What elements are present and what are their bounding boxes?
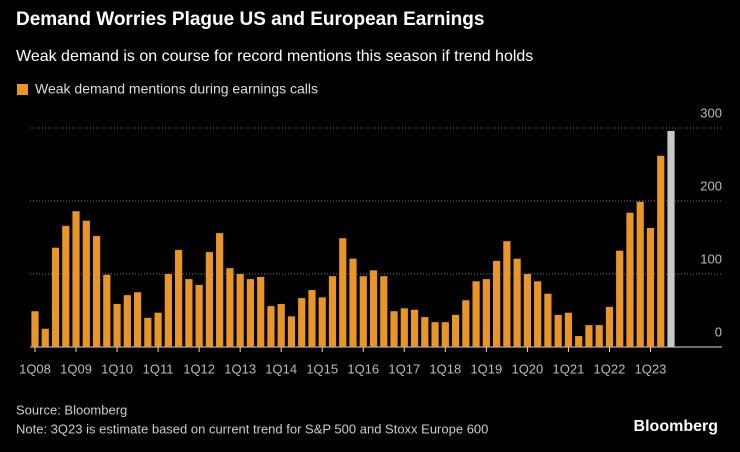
y-tick-label: 0: [715, 324, 722, 339]
bar: [390, 311, 398, 347]
x-tick-label: 1Q16: [347, 361, 379, 376]
bar: [369, 270, 378, 347]
x-tick-label: 1Q22: [594, 361, 626, 376]
bar: [287, 316, 296, 347]
bar: [575, 336, 583, 347]
bar: [51, 247, 60, 347]
bar: [626, 212, 634, 347]
bar: [564, 312, 573, 347]
bar: [103, 274, 111, 347]
bar: [451, 314, 460, 347]
x-tick-label: 1Q18: [429, 361, 461, 376]
x-tick-label: 1Q10: [101, 361, 133, 376]
bar: [144, 317, 152, 347]
bar: [462, 300, 470, 347]
bar: [267, 306, 275, 347]
bar: [62, 225, 70, 347]
bar: [328, 276, 337, 347]
bar: [205, 252, 213, 347]
x-tick-label: 1Q11: [143, 361, 174, 376]
bar: [616, 250, 624, 347]
x-tick-label: 1Q20: [511, 361, 543, 376]
bar: [431, 322, 439, 347]
y-tick-label: 300: [700, 105, 722, 120]
x-tick-label: 1Q21: [553, 361, 585, 376]
bar: [216, 233, 224, 347]
bar: [472, 281, 480, 347]
bar: [523, 274, 531, 347]
bar: [493, 260, 501, 347]
bar: [318, 297, 326, 347]
y-tick-label: 200: [700, 178, 722, 193]
bar: [236, 274, 244, 347]
bar: [195, 284, 203, 347]
bar: [359, 276, 367, 347]
x-tick-label: 1Q12: [183, 361, 215, 376]
bar: [308, 290, 316, 347]
bar: [585, 325, 593, 347]
bar: [175, 249, 183, 347]
bar: [226, 268, 234, 347]
bar: [554, 314, 562, 347]
bar: [657, 155, 665, 347]
bar: [257, 276, 265, 347]
bar: [667, 130, 675, 347]
bar: [534, 281, 542, 347]
bar: [41, 328, 49, 347]
bar: [544, 293, 552, 347]
bar: [31, 311, 39, 347]
bar: [185, 279, 193, 347]
bar: [605, 306, 614, 347]
bar: [339, 238, 347, 347]
bar: [298, 298, 306, 347]
bar: [595, 325, 603, 347]
bar: [513, 258, 521, 347]
bar: [503, 241, 511, 347]
x-tick-label: 1Q23: [635, 361, 667, 376]
bar: [421, 317, 429, 347]
chart-subtitle: Weak demand is on course for record ment…: [16, 48, 533, 65]
bar: [277, 303, 285, 347]
bar: [72, 211, 80, 347]
bar: [441, 322, 449, 347]
bar: [154, 312, 162, 347]
bar: [164, 274, 172, 347]
bar: [349, 258, 357, 347]
y-tick-label: 100: [700, 251, 722, 266]
x-tick-label: 1Q08: [19, 361, 51, 376]
x-tick-label: 1Q09: [60, 361, 92, 376]
x-tick-label: 1Q15: [306, 361, 338, 376]
bar: [123, 295, 131, 347]
legend-swatch: [17, 84, 28, 95]
bar: [636, 201, 644, 347]
bar: [246, 279, 255, 347]
brand: Bloomberg: [634, 418, 718, 435]
source: Source: Bloomberg: [16, 402, 127, 417]
bar: [133, 292, 142, 347]
bar: [646, 228, 655, 347]
legend-label: Weak demand mentions during earnings cal…: [35, 81, 318, 97]
note: Note: 3Q23 is estimate based on current …: [16, 421, 488, 436]
x-tick-label: 1Q14: [265, 361, 297, 376]
x-tick-label: 1Q13: [224, 361, 256, 376]
bar: [380, 276, 388, 347]
bar: [410, 309, 419, 347]
bar: [113, 303, 121, 347]
chart-title: Demand Worries Plague US and European Ea…: [16, 9, 484, 30]
bar: [82, 220, 90, 347]
x-tick-label: 1Q19: [470, 361, 502, 376]
bar: [400, 308, 408, 347]
x-tick-label: 1Q17: [388, 361, 420, 376]
bar: [92, 236, 101, 347]
bar: [482, 279, 490, 347]
